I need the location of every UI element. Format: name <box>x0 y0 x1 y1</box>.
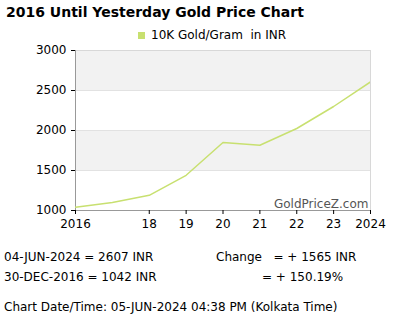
svg-text:2016: 2016 <box>60 217 91 231</box>
svg-text:20: 20 <box>215 217 230 231</box>
html-text:= + 150.19%: = + 150.19% <box>262 270 344 284</box>
svg-text:2024: 2024 <box>355 217 386 231</box>
svg-text:3000: 3000 <box>36 44 67 57</box>
svg-text:1000: 1000 <box>36 203 67 217</box>
svg-text:2000: 2000 <box>36 123 67 137</box>
svg-text:22: 22 <box>289 217 304 231</box>
html-text:04-JUN-2024 = 2607 INR: 04-JUN-2024 = 2607 INR <box>4 250 154 264</box>
svg-text:21: 21 <box>252 217 267 231</box>
svg-text:23: 23 <box>326 217 341 231</box>
html-text:Change = + 1565 INR: Change = + 1565 INR <box>216 250 357 264</box>
svg-text:18: 18 <box>142 217 157 231</box>
svg-text:19: 19 <box>178 217 193 231</box>
html-text:30-DEC-2016 = 1042 INR: 30-DEC-2016 = 1042 INR <box>4 270 157 284</box>
html-text:Chart Date/Time: 05-JUN-2024 0: Chart Date/Time: 05-JUN-2024 04:38 PM (K… <box>4 300 338 314</box>
html-text:10K Gold/Gram in INR: 10K Gold/Gram in INR <box>151 28 287 42</box>
svg-text:1500: 1500 <box>36 163 67 177</box>
svg-text:GoldPriceZ.com: GoldPriceZ.com <box>274 197 369 211</box>
svg-text:2500: 2500 <box>36 83 67 97</box>
html-text:2016 Until Yesterday Gold Pric: 2016 Until Yesterday Gold Price Chart <box>6 4 304 20</box>
